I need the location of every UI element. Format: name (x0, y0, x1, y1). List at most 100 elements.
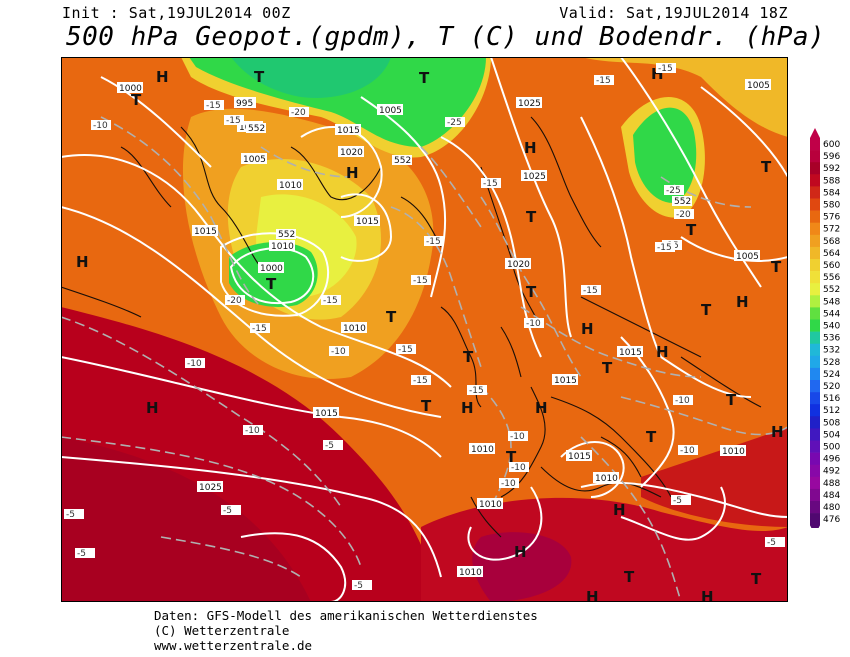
legend-swatch (810, 198, 820, 211)
svg-text:-20: -20 (227, 296, 242, 306)
field-540-ne (633, 107, 697, 203)
pressure-label: 1020 (505, 258, 531, 270)
legend-swatch (810, 246, 820, 260)
svg-text:995: 995 (236, 99, 253, 109)
pressure-label: 1015 (552, 374, 578, 386)
pressure-label: 1015 (566, 450, 592, 462)
legend-label: 600 (823, 140, 840, 150)
pressure-label: 1010 (477, 498, 503, 510)
temp-label: -5 (323, 440, 343, 451)
temp-label: -5 (671, 495, 691, 506)
svg-text:1010: 1010 (471, 445, 494, 455)
svg-text:1005: 1005 (243, 155, 266, 165)
legend-swatch (810, 513, 820, 526)
svg-text:1015: 1015 (619, 348, 642, 358)
low-marker: T (726, 391, 737, 409)
svg-text:1015: 1015 (356, 217, 379, 227)
temp-label: -15 (204, 100, 224, 111)
legend-label: 596 (823, 152, 840, 162)
gpdm-labels: 552 552 552 552 (246, 123, 692, 240)
temp-label: -20 (674, 209, 694, 220)
temp-label: -15 (396, 344, 416, 355)
gpdm-label: 552 (672, 196, 692, 207)
temp-label: -15 (655, 242, 675, 253)
high-marker: H (736, 293, 749, 311)
high-marker: H (656, 343, 669, 361)
high-marker: H (581, 320, 594, 338)
legend-label: 528 (823, 358, 840, 368)
legend-swatch (810, 210, 820, 223)
field-564-ne (581, 57, 788, 137)
low-marker: T (701, 301, 712, 319)
svg-text:-15: -15 (323, 296, 338, 306)
temp-label: -15 (224, 115, 244, 126)
legend-label: 536 (823, 334, 840, 344)
high-marker: H (613, 501, 626, 519)
low-marker: T (131, 91, 142, 109)
legend-label: 548 (823, 297, 840, 307)
pressure-label: 1015 (313, 407, 339, 419)
pressure-label: 1015 (617, 346, 643, 358)
legend-label: 552 (823, 285, 840, 295)
svg-text:1025: 1025 (518, 99, 541, 109)
legend-label: 588 (823, 176, 840, 186)
svg-text:-5: -5 (66, 510, 75, 520)
legend-swatch (810, 271, 820, 284)
svg-text:-5: -5 (325, 441, 334, 451)
legend-label: 580 (823, 201, 840, 211)
legend-label: 492 (823, 467, 840, 477)
legend-swatch (810, 380, 820, 393)
temp-label: -15 (481, 178, 501, 189)
svg-text:-15: -15 (252, 324, 267, 334)
pressure-label: 1015 (335, 124, 361, 136)
svg-text:1005: 1005 (736, 252, 759, 262)
svg-text:-10: -10 (675, 396, 690, 406)
low-marker: T (624, 568, 635, 586)
svg-text:-20: -20 (676, 210, 691, 220)
legend-label: 556 (823, 273, 840, 283)
low-marker: T (506, 448, 517, 466)
temp-label: -10 (678, 445, 698, 456)
pressure-label: 1010 (469, 443, 495, 455)
legend-swatch (810, 343, 820, 357)
temp-label: -10 (524, 318, 544, 329)
legend-swatch (810, 319, 820, 332)
legend-swatch (810, 283, 820, 296)
pressure-label: 1010 (457, 566, 483, 578)
legend-label: 496 (823, 455, 840, 465)
low-marker: T (751, 570, 762, 588)
legend-swatch (810, 501, 820, 514)
legend-swatch (810, 186, 820, 199)
legend-swatch (810, 331, 820, 344)
low-marker: T (686, 221, 697, 239)
legend-label: 500 (823, 443, 840, 453)
low-marker: T (386, 308, 397, 326)
svg-text:-15: -15 (583, 286, 598, 296)
legend-swatch (810, 476, 820, 490)
svg-text:-25: -25 (666, 186, 681, 196)
svg-text:-10: -10 (245, 426, 260, 436)
pressure-labels: 1000 995 1000 1005 1010 1015 1020 1025 1… (117, 79, 771, 578)
temp-label: -5 (352, 580, 372, 591)
high-marker: H (514, 543, 527, 561)
footer-source: Daten: GFS-Modell des amerikanischen Wet… (154, 608, 538, 623)
svg-text:-15: -15 (657, 243, 672, 253)
pressure-label: 1005 (377, 104, 403, 116)
high-marker: H (535, 399, 548, 417)
high-marker: H (76, 253, 89, 271)
pressure-label: 1025 (197, 481, 223, 493)
low-marker: T (419, 69, 430, 87)
legend-label: 564 (823, 249, 840, 259)
temp-label: -15 (467, 385, 487, 396)
legend-label: 568 (823, 237, 840, 247)
svg-text:-5: -5 (223, 506, 232, 516)
legend-label: 524 (823, 370, 840, 380)
legend-label: 540 (823, 322, 840, 332)
svg-text:1025: 1025 (199, 483, 222, 493)
legend-label: 576 (823, 213, 840, 223)
svg-text:-10: -10 (511, 463, 526, 473)
legend-label: 512 (823, 406, 840, 416)
svg-text:1020: 1020 (340, 148, 363, 158)
legend-label: 532 (823, 346, 840, 356)
svg-text:-20: -20 (291, 108, 306, 118)
